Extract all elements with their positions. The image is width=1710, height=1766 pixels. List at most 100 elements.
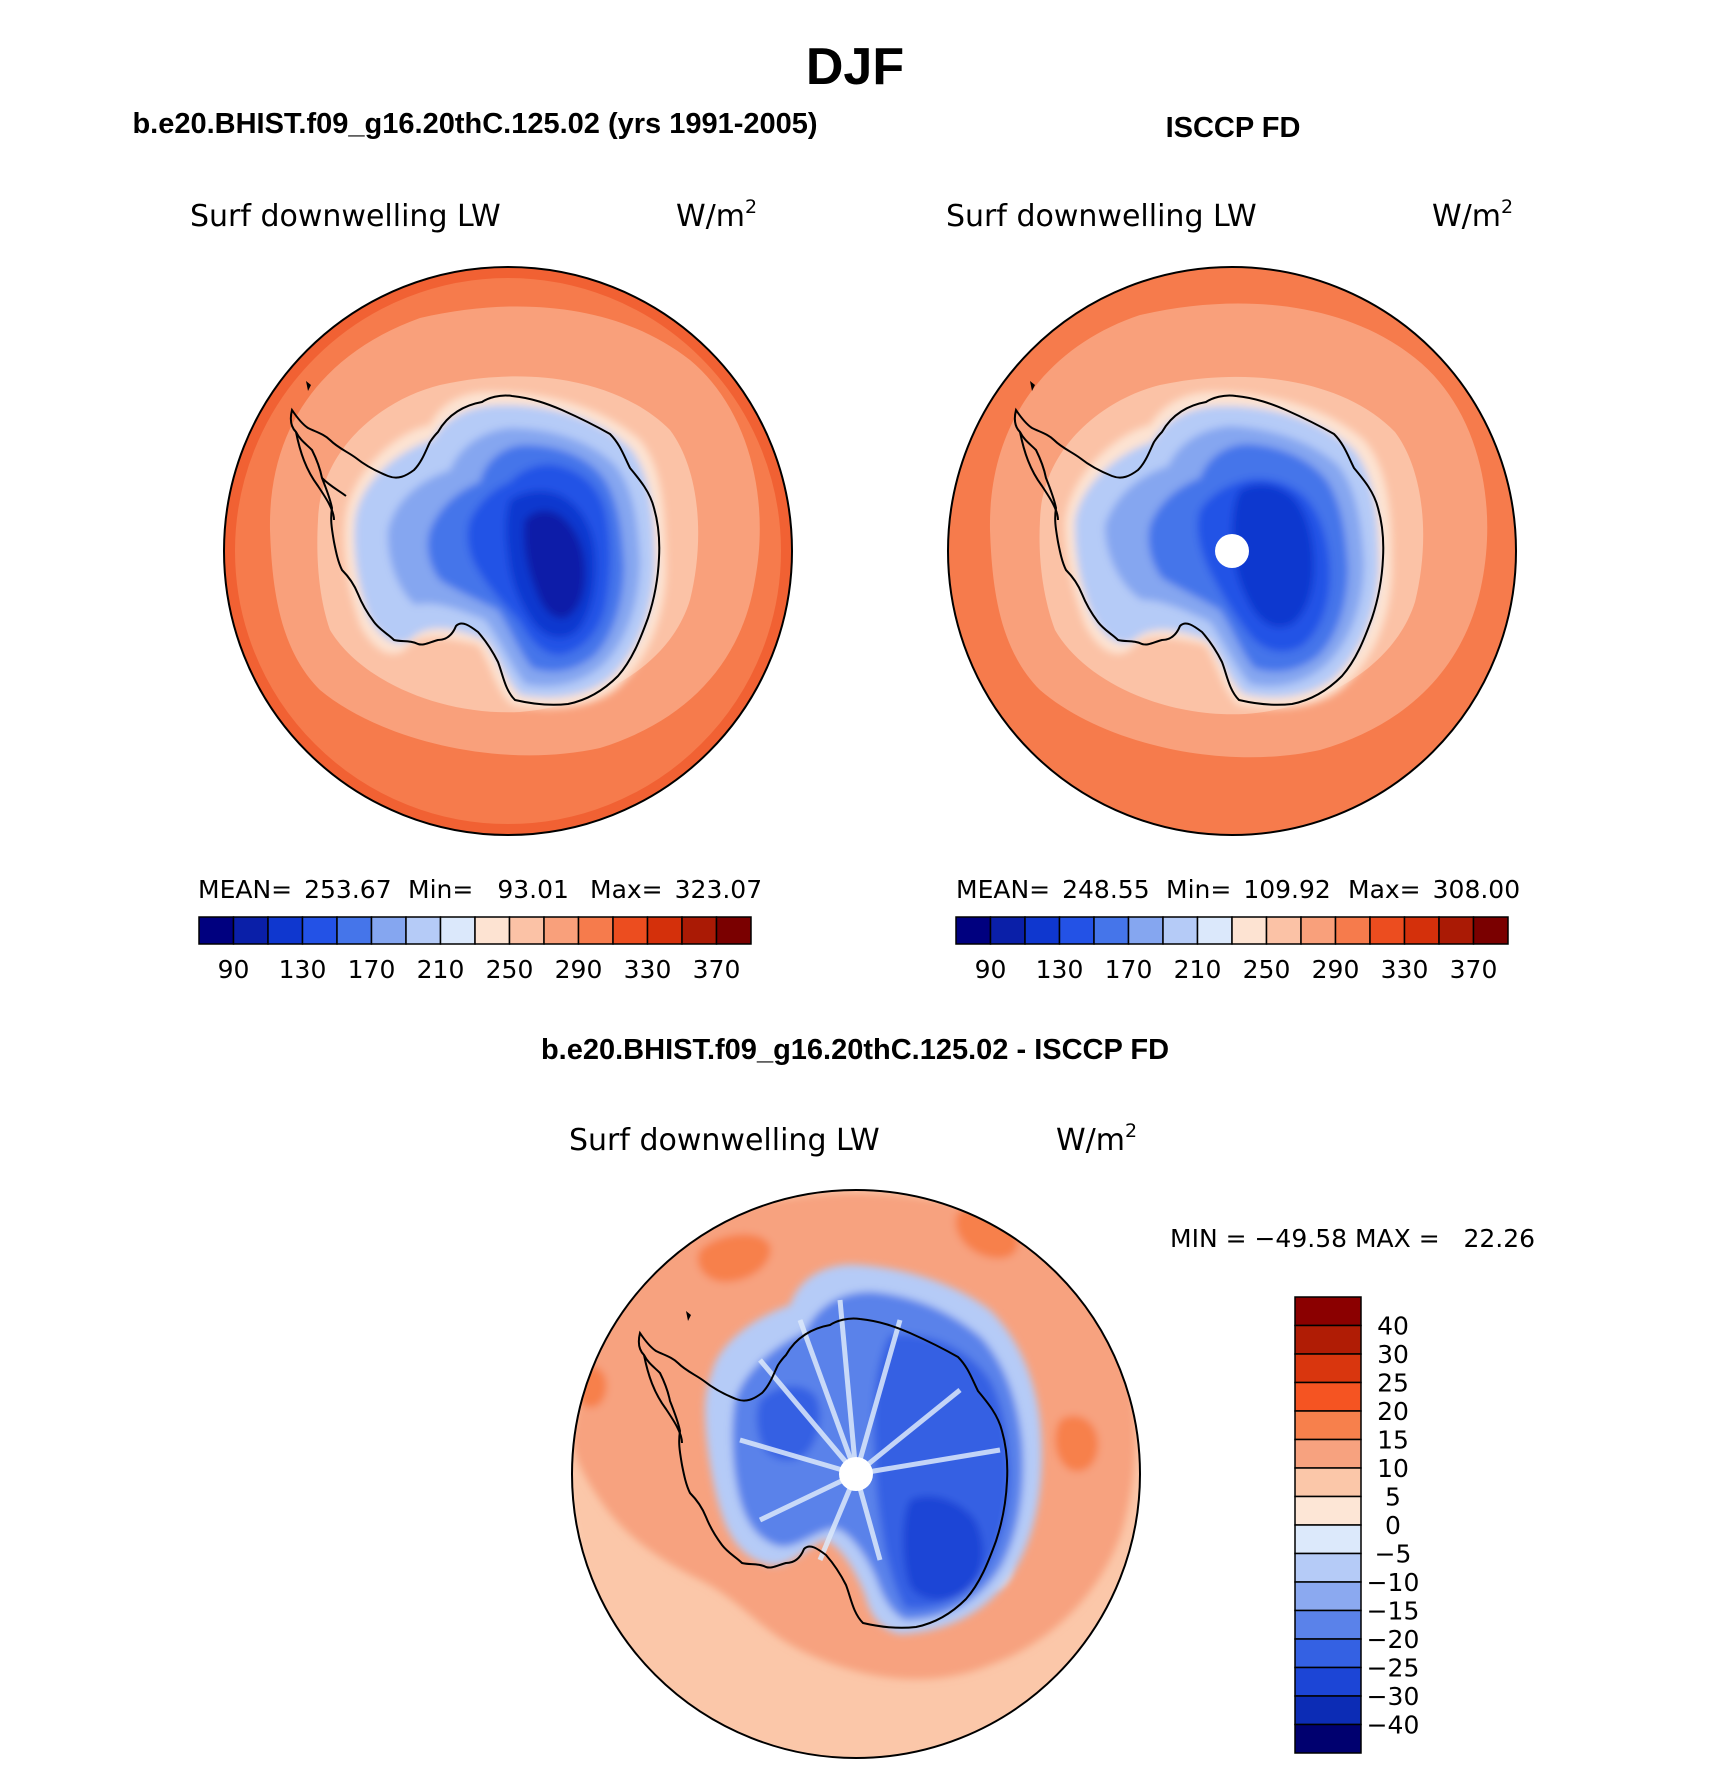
obs-colorbar-tick-label: 290 — [1312, 955, 1360, 984]
diff-colorbar-tick-label: 0 — [1385, 1511, 1401, 1540]
model-colorbar-tick-label: 130 — [279, 955, 327, 984]
diff-colorbar-swatch — [1294, 1296, 1362, 1327]
model-colorbar-swatch — [370, 916, 407, 945]
obs-panel-header: ISCCP FD — [1166, 112, 1301, 144]
obs-colorbar-swatch — [1024, 916, 1061, 945]
obs-colorbar-tick-label: 330 — [1381, 955, 1429, 984]
obs-colorbar-swatch — [1300, 916, 1337, 945]
diff-colorbar-swatch — [1294, 1552, 1362, 1583]
model-colorbar-swatch — [681, 916, 718, 945]
diff-colorbar-tick-label: −15 — [1367, 1597, 1420, 1626]
model-units-label: W/m2 — [676, 196, 757, 234]
obs-stats: MEAN= 248.55 Min= 109.92 Max= 308.00 — [956, 875, 1520, 904]
diff-colorbar-tick-label: 5 — [1385, 1483, 1401, 1512]
obs-colorbar-tick-label: 170 — [1105, 955, 1153, 984]
model-colorbar-tick-label: 250 — [486, 955, 534, 984]
model-polar-map — [224, 267, 792, 835]
obs-pole-hole — [1215, 534, 1249, 568]
model-colorbar-swatch — [267, 916, 304, 945]
model-panel-header: b.e20.BHIST.f09_g16.20thC.125.02 (yrs 19… — [132, 108, 817, 140]
model-colorbar-swatch — [336, 916, 373, 945]
obs-polar-map — [948, 267, 1516, 835]
model-colorbar-swatch — [577, 916, 614, 945]
diff-colorbar-swatch — [1294, 1609, 1362, 1640]
obs-colorbar-swatch — [955, 916, 992, 945]
diff-colorbar-swatch — [1294, 1495, 1362, 1526]
diff-colorbar-swatch — [1294, 1723, 1362, 1754]
obs-colorbar-swatch — [1127, 916, 1164, 945]
model-colorbar-swatch — [198, 916, 235, 945]
diff-colorbar-tick-label: 15 — [1377, 1426, 1409, 1455]
diff-units-label: W/m2 — [1056, 1120, 1137, 1158]
diff-colorbar-tick-label: −10 — [1367, 1568, 1420, 1597]
obs-colorbar-tick-label: 210 — [1174, 955, 1222, 984]
obs-map-frame — [947, 266, 1517, 836]
obs-colorbar-swatch — [1196, 916, 1233, 945]
diff-colorbar-tick-label: −5 — [1375, 1540, 1412, 1569]
diff-colorbar-swatch — [1294, 1695, 1362, 1726]
obs-colorbar-swatch — [1265, 916, 1302, 945]
diff-polar-map — [572, 1190, 1140, 1758]
obs-colorbar-swatch — [1231, 916, 1268, 945]
obs-colorbar-tick-label: 250 — [1243, 955, 1291, 984]
diff-map-frame — [571, 1189, 1141, 1759]
diff-minmax: MIN = −49.58 MAX = 22.26 — [1170, 1224, 1535, 1253]
model-colorbar-swatch — [301, 916, 338, 945]
diff-colorbar-tick-label: 25 — [1377, 1369, 1409, 1398]
diff-variable-label: Surf downwelling LW — [569, 1123, 880, 1158]
model-colorbar-tick-label: 290 — [555, 955, 603, 984]
model-colorbar-swatch — [232, 916, 269, 945]
obs-units-label: W/m2 — [1432, 196, 1513, 234]
model-colorbar-tick-label: 370 — [693, 955, 741, 984]
model-variable-label: Surf downwelling LW — [190, 199, 501, 234]
obs-colorbar: 90 130 170 210 250 290 330 370 — [955, 916, 1509, 984]
diff-colorbar-swatch — [1294, 1381, 1362, 1412]
diff-colorbar-swatch — [1294, 1467, 1362, 1498]
obs-variable-label: Surf downwelling LW — [946, 199, 1257, 234]
model-stat-mean: MEAN= 253.67 — [198, 875, 392, 904]
diff-colorbar-tick-label: −20 — [1367, 1625, 1420, 1654]
diff-colorbar-tick-label: −30 — [1367, 1682, 1420, 1711]
obs-colorbar-tick-label: 90 — [975, 955, 1007, 984]
diff-panel-header: b.e20.BHIST.f09_g16.20thC.125.02 - ISCCP… — [541, 1034, 1169, 1066]
obs-colorbar-swatch — [1093, 916, 1130, 945]
diff-pole-hole — [839, 1457, 873, 1491]
obs-colorbar-swatch — [1058, 916, 1095, 945]
diff-colorbar-tick-label: −40 — [1367, 1711, 1420, 1740]
obs-colorbar-swatch — [1162, 916, 1199, 945]
season-title: DJF — [806, 38, 904, 96]
obs-colorbar-swatch — [1438, 916, 1475, 945]
diff-colorbar-swatch — [1294, 1410, 1362, 1441]
model-colorbar-swatch — [405, 916, 442, 945]
diff-colorbar-swatch — [1294, 1581, 1362, 1612]
obs-colorbar-swatch — [989, 916, 1026, 945]
model-colorbar-swatch — [439, 916, 476, 945]
model-stat-min: Min= 93.01 — [408, 875, 569, 904]
diff-colorbar-swatch — [1294, 1353, 1362, 1384]
model-colorbar-tick-label: 330 — [624, 955, 672, 984]
diff-colorbar-swatch — [1294, 1438, 1362, 1469]
model-colorbar-swatch — [508, 916, 545, 945]
model-colorbar-swatch — [474, 916, 511, 945]
diff-colorbar-swatch — [1294, 1666, 1362, 1697]
model-colorbar-swatch — [612, 916, 649, 945]
diff-colorbar-swatch — [1294, 1324, 1362, 1355]
obs-colorbar-swatch — [1403, 916, 1440, 945]
obs-stat-min: Min= 109.92 — [1166, 875, 1331, 904]
obs-colorbar-swatch — [1369, 916, 1406, 945]
diff-colorbar-tick-label: −25 — [1367, 1654, 1420, 1683]
model-colorbar-swatch — [715, 916, 752, 945]
model-stats: MEAN= 253.67 Min= 93.01 Max= 323.07 — [198, 875, 762, 904]
obs-colorbar-swatch — [1334, 916, 1371, 945]
diff-colorbar-tick-label: 20 — [1377, 1397, 1409, 1426]
model-stat-max: Max= 323.07 — [590, 875, 762, 904]
diff-colorbar-swatch — [1294, 1638, 1362, 1669]
model-colorbar-swatch — [543, 916, 580, 945]
obs-colorbar-swatch — [1472, 916, 1509, 945]
diff-colorbar-swatch — [1294, 1524, 1362, 1555]
model-colorbar-tick-label: 170 — [348, 955, 396, 984]
diff-colorbar-tick-label: 30 — [1377, 1340, 1409, 1369]
obs-colorbar-tick-label: 130 — [1036, 955, 1084, 984]
